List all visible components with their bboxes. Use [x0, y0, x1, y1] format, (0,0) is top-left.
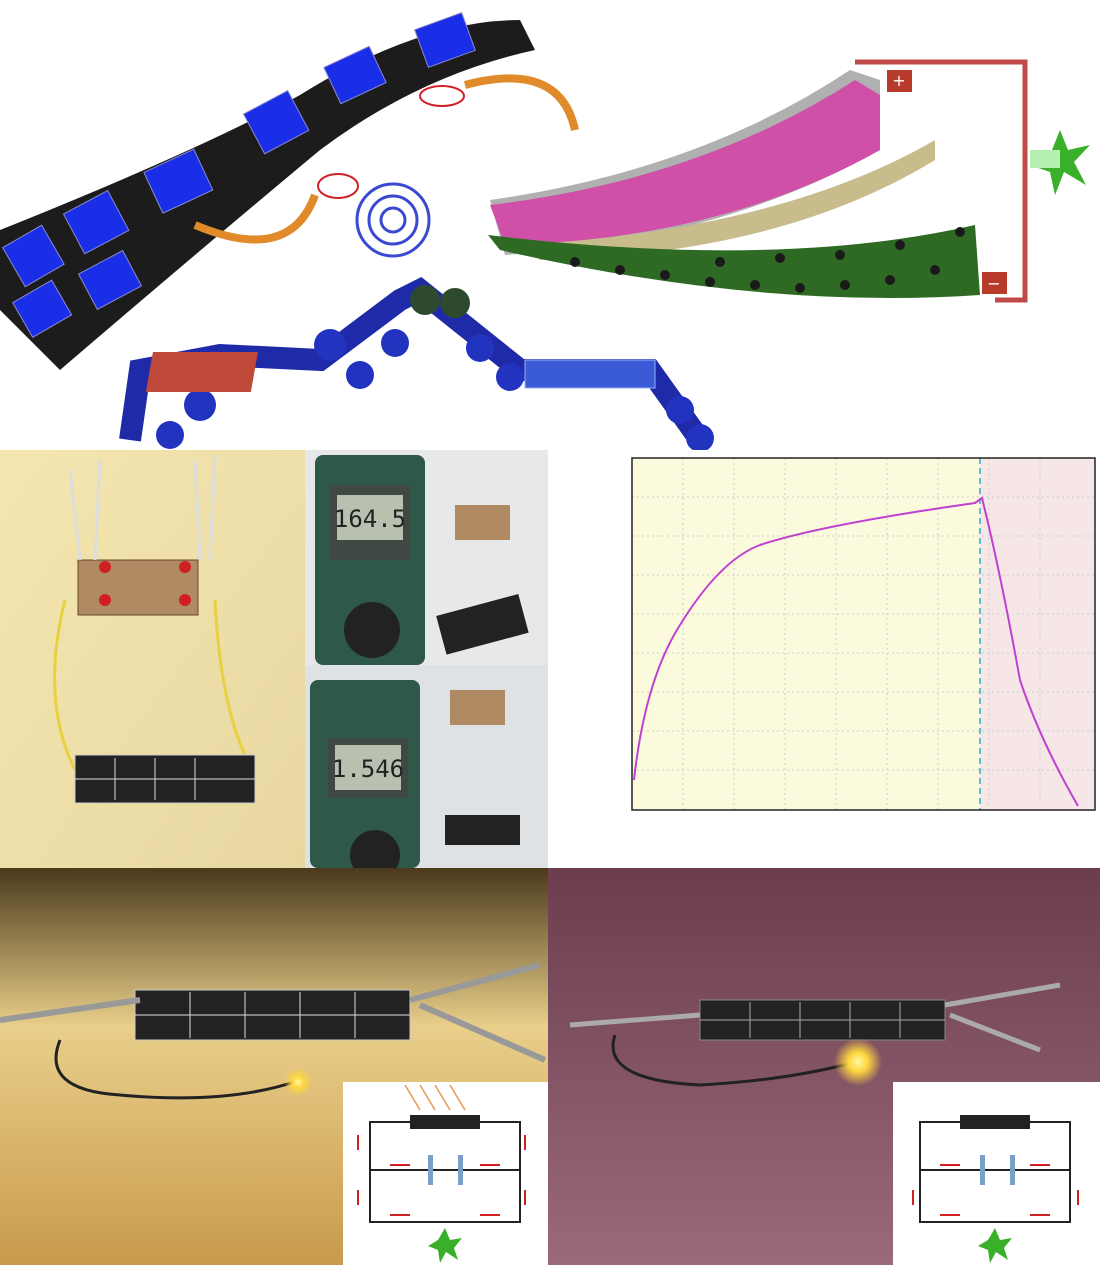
photo-multimeter-1: 164.5	[305, 450, 548, 665]
photo-light	[0, 868, 548, 1265]
positive-label: +	[892, 71, 905, 90]
circuit-inset-discharge	[893, 1082, 1100, 1265]
charge-discharge-plot	[548, 450, 1100, 868]
positive-terminal	[887, 70, 912, 92]
negative-label: −	[987, 274, 1000, 293]
meter-reading: 164.5	[334, 505, 406, 533]
meter-reading: 1.546	[332, 755, 404, 783]
circuit-inset-charge	[343, 1082, 548, 1265]
photo-setup	[0, 450, 305, 868]
negative-terminal	[982, 272, 1007, 294]
photo-multimeter-2: 1.546	[305, 665, 548, 880]
schematic-illustration: + −	[0, 12, 1090, 452]
